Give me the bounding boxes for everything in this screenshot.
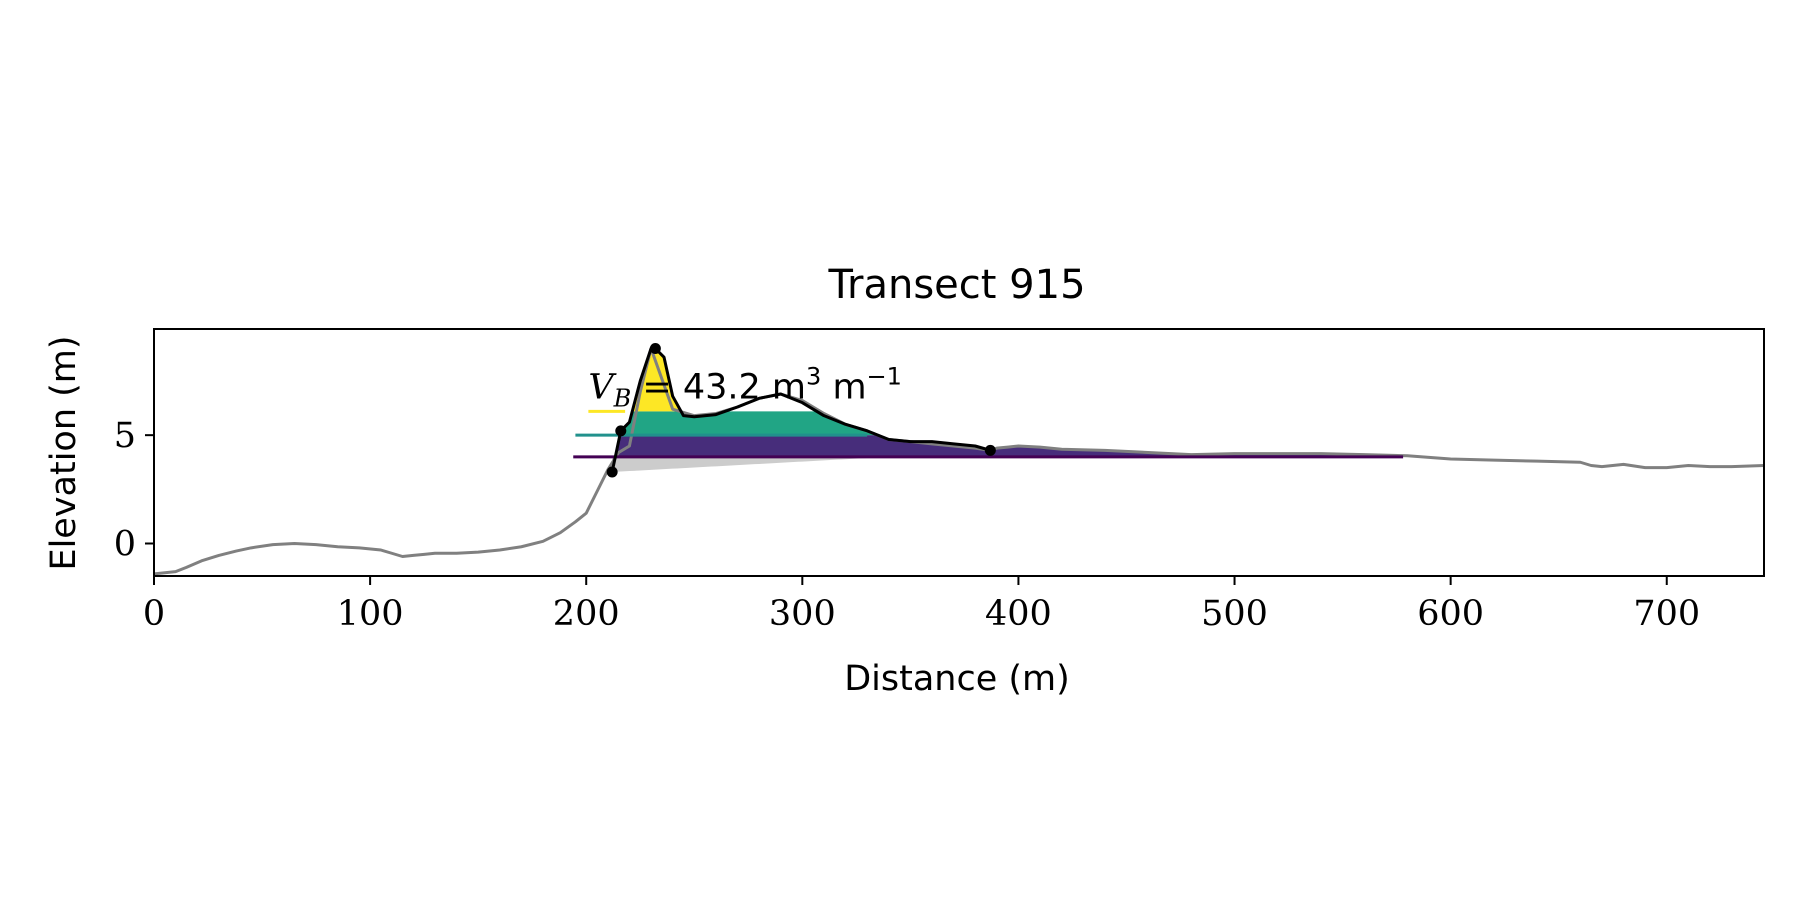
x-axis-label: Distance (m) bbox=[844, 659, 1070, 699]
annotation-superscript-1: 3 bbox=[806, 362, 821, 390]
x-tick-label: 700 bbox=[1633, 594, 1700, 634]
x-tick-label: 200 bbox=[553, 594, 620, 634]
level-band-low bbox=[616, 435, 1404, 457]
x-tick-label: 500 bbox=[1201, 594, 1268, 634]
annotation-value: = 43.2 m bbox=[631, 367, 806, 407]
level-band-mid bbox=[620, 411, 876, 436]
x-tick-label: 400 bbox=[985, 594, 1052, 634]
x-tick-label: 100 bbox=[337, 594, 404, 634]
marker-point-1 bbox=[606, 466, 618, 478]
annotation-unit-2: m bbox=[821, 367, 866, 407]
y-tick-label: 5 bbox=[114, 416, 136, 456]
profile-line bbox=[154, 347, 1764, 576]
x-tick-label: 600 bbox=[1417, 594, 1484, 634]
volume-annotation: VB = 43.2 m3 m−1 bbox=[588, 362, 902, 412]
x-tick-label: 300 bbox=[769, 594, 836, 634]
annotation-prefix: V bbox=[588, 367, 617, 407]
x-tick-label: 0 bbox=[143, 594, 165, 634]
dune-outline bbox=[610, 347, 991, 473]
annotation-superscript-2: −1 bbox=[867, 362, 902, 390]
y-axis-label: Elevation (m) bbox=[44, 335, 84, 570]
marker-point-3 bbox=[649, 343, 661, 354]
annotation-subscript: B bbox=[613, 384, 632, 412]
plot-area bbox=[154, 343, 1764, 576]
marker-point-2 bbox=[615, 425, 627, 437]
y-tick-label: 0 bbox=[114, 525, 136, 565]
plot-frame bbox=[153, 328, 1765, 577]
chart-title: Transect 915 bbox=[827, 262, 1085, 308]
axis-ticks: 0 100 200 300 400 500 600 700 0 5 bbox=[114, 416, 1700, 634]
marker-point-4 bbox=[984, 444, 996, 456]
base-wedge-fill bbox=[612, 456, 889, 472]
